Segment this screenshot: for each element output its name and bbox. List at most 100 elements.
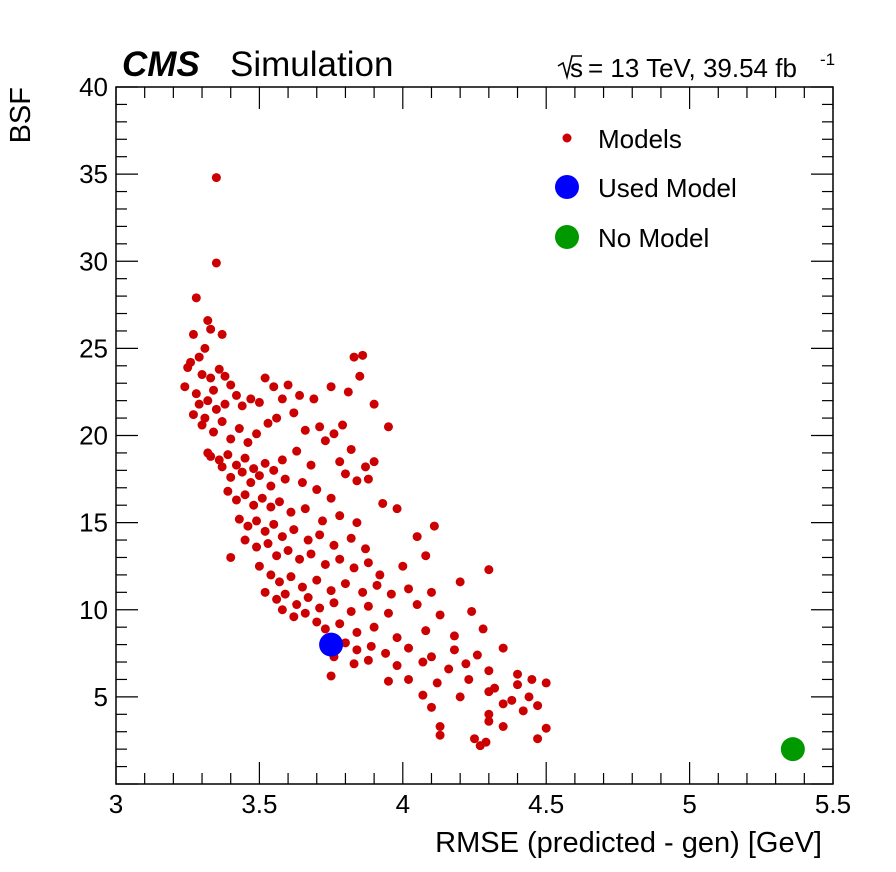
model-point	[421, 626, 431, 636]
model-point	[280, 589, 290, 599]
legend: Models Used Model No Model	[555, 124, 737, 253]
model-point	[527, 674, 537, 684]
model-point	[312, 485, 322, 495]
axis-ticks	[115, 86, 834, 785]
y-tick-label: 25	[79, 333, 108, 363]
model-point	[404, 674, 414, 684]
model-point	[513, 669, 523, 679]
model-point	[392, 633, 402, 643]
model-point	[300, 608, 310, 618]
model-point	[418, 690, 428, 700]
model-point	[309, 394, 319, 404]
model-point	[435, 610, 445, 620]
model-point	[340, 579, 350, 589]
model-point	[240, 535, 250, 545]
model-point	[464, 674, 474, 684]
model-point	[315, 603, 325, 613]
model-point	[346, 533, 356, 543]
model-point	[269, 465, 279, 475]
model-point	[283, 546, 293, 556]
model-point	[343, 387, 353, 397]
model-point	[335, 619, 345, 629]
model-point	[292, 600, 302, 610]
model-point	[206, 451, 216, 461]
model-point	[363, 558, 373, 568]
model-point	[272, 551, 282, 561]
model-point	[426, 652, 436, 662]
model-point	[194, 399, 204, 409]
y-tick-label: 20	[79, 421, 108, 451]
model-point	[432, 678, 442, 688]
x-tick-label: 3	[109, 789, 123, 819]
model-point	[412, 532, 422, 542]
model-point	[455, 577, 465, 587]
model-point	[352, 627, 362, 637]
model-point	[260, 526, 270, 536]
model-point	[435, 730, 445, 740]
y-tick-label: 35	[79, 159, 108, 189]
model-point	[252, 516, 262, 526]
energy-lumi-text: = 13 TeV, 39.54 fb	[588, 53, 797, 83]
y-tick-label: 30	[79, 246, 108, 276]
model-point	[289, 612, 299, 622]
model-point	[320, 624, 330, 634]
y-axis-label: BSF	[5, 87, 37, 143]
model-point	[297, 582, 307, 592]
model-point	[269, 382, 279, 392]
model-point	[421, 551, 431, 561]
model-point	[260, 587, 270, 597]
model-point	[295, 554, 305, 564]
model-point	[214, 364, 224, 374]
model-point	[315, 422, 325, 432]
model-point	[381, 648, 391, 658]
model-point	[274, 497, 284, 507]
model-point	[386, 589, 396, 599]
model-point	[426, 587, 436, 597]
y-tick-label: 10	[79, 595, 108, 625]
model-point	[277, 532, 287, 542]
model-point	[335, 511, 345, 521]
model-point	[369, 399, 379, 409]
model-point	[300, 504, 310, 514]
model-point	[361, 544, 371, 554]
model-point	[300, 425, 310, 435]
model-point	[200, 343, 210, 353]
model-point	[358, 587, 368, 597]
model-point	[223, 486, 233, 496]
model-point	[369, 622, 379, 632]
model-point	[320, 559, 330, 569]
no-model-point	[780, 737, 805, 762]
model-point	[484, 565, 494, 575]
model-point	[197, 370, 207, 380]
model-point	[363, 655, 373, 665]
model-point	[254, 561, 264, 571]
model-point	[320, 436, 330, 446]
model-point	[472, 650, 482, 660]
model-point	[237, 467, 247, 477]
model-point	[418, 657, 428, 667]
model-point	[306, 460, 316, 470]
model-point	[398, 561, 408, 571]
y-tick-label: 5	[94, 682, 108, 712]
model-point	[412, 600, 422, 610]
model-point	[498, 643, 508, 653]
model-point	[404, 584, 414, 594]
model-point	[361, 462, 371, 472]
model-point	[260, 458, 270, 468]
model-point	[366, 641, 376, 651]
model-point	[306, 549, 316, 559]
model-point	[335, 457, 345, 467]
model-point	[326, 586, 336, 596]
simulation-label: Simulation	[230, 45, 393, 84]
legend-marker-used-model	[555, 175, 579, 199]
model-point	[246, 478, 256, 488]
model-point	[329, 598, 339, 608]
model-point	[335, 554, 345, 564]
model-point	[211, 404, 221, 414]
model-point	[191, 389, 201, 399]
model-point	[203, 315, 213, 325]
model-point	[449, 631, 459, 641]
model-point	[404, 643, 414, 653]
model-point	[292, 446, 302, 456]
model-point	[541, 678, 551, 688]
